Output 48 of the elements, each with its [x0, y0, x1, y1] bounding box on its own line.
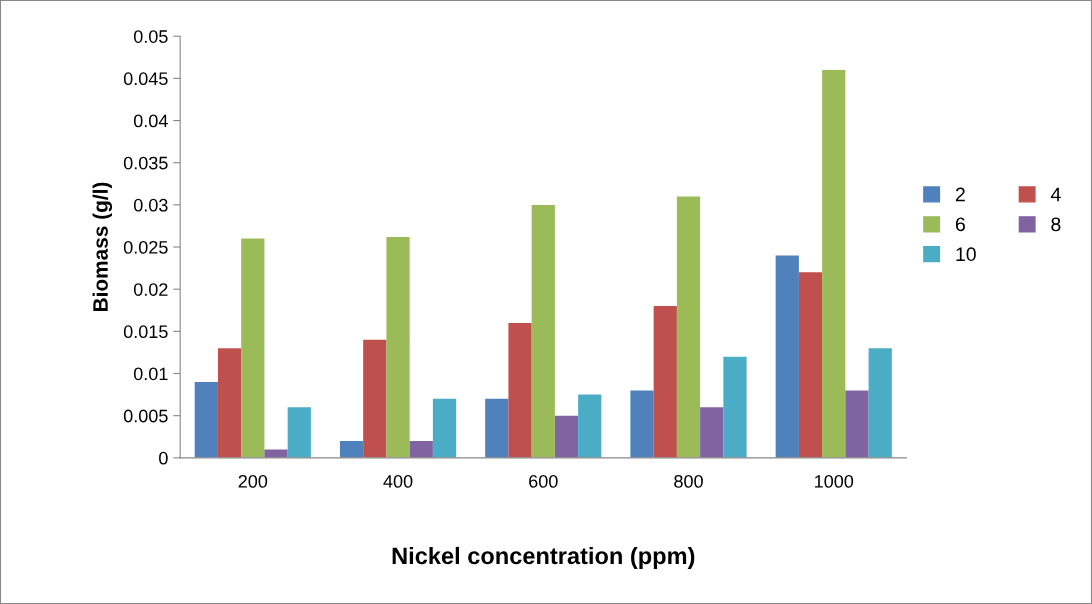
bar [676, 196, 701, 458]
bar [653, 306, 677, 458]
x-tick-label: 600 [529, 474, 558, 488]
y-tick-label: 0.05 [133, 30, 168, 43]
bar [775, 255, 799, 458]
x-tick-label: 800 [674, 474, 703, 488]
bar [485, 398, 509, 458]
bar [217, 348, 242, 458]
bar [700, 407, 724, 458]
bar [845, 390, 869, 458]
bar [868, 348, 892, 458]
x-tick-label: 400 [383, 474, 413, 488]
bar [798, 272, 823, 458]
y-tick-label: 0.035 [123, 156, 168, 170]
legend-label: 10 [956, 247, 976, 262]
legend-label: 6 [955, 217, 965, 232]
y-tick-label: 0.015 [123, 325, 168, 339]
bar [264, 449, 288, 458]
bar [723, 356, 747, 458]
y-axis-title: Biomass (g/l) [92, 182, 113, 312]
y-tick-label: 0.025 [123, 240, 168, 254]
bar [241, 238, 265, 458]
bar [386, 236, 410, 458]
bar [194, 381, 218, 458]
bar [630, 390, 654, 458]
bar [578, 394, 602, 458]
y-tick-label: 0.03 [133, 198, 168, 212]
legend-label: 8 [1051, 217, 1061, 232]
bar [287, 407, 311, 458]
legend-label: 2 [955, 187, 965, 202]
y-tick-label: 0 [159, 451, 168, 465]
x-tick-label: 200 [238, 474, 268, 488]
bar [554, 415, 579, 458]
bar [339, 440, 364, 458]
y-tick-label: 0.02 [133, 283, 168, 296]
bar [432, 398, 457, 458]
bar [531, 204, 555, 458]
y-tick-label: 0.005 [123, 409, 168, 423]
bar [409, 440, 433, 458]
y-tick-label: 0.01 [133, 367, 168, 381]
x-tick-label: 1000 [815, 474, 854, 488]
legend-label: 4 [1050, 187, 1061, 202]
bar [822, 69, 846, 458]
y-tick-label: 0.045 [123, 72, 168, 86]
x-axis-title: Nickel concentration (ppm) [392, 546, 695, 569]
bar [363, 339, 387, 458]
y-tick-label: 0.04 [133, 114, 168, 128]
bar [508, 322, 532, 458]
